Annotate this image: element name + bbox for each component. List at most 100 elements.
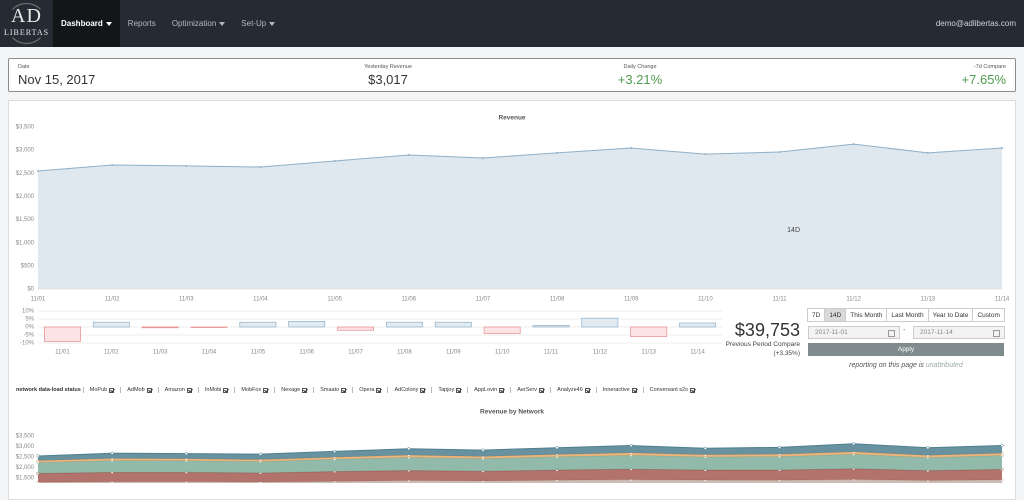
start-date[interactable]: 2017-11-01 [808,326,900,339]
kpi-bar: Date Nov 15, 2017 Yesterday Revenue $3,017 D… [8,58,1016,92]
period-button[interactable]: Year to Date [927,308,974,322]
y-tick-label: $1,500 [16,217,35,223]
x-tick-label: 11/05 [327,297,342,303]
nav-items: Dashboard Reports Optimization Set-Up [53,0,283,47]
end-date[interactable]: 2017-11-14 [913,326,1005,339]
note-text: reporting on this page is [849,362,924,369]
network-item[interactable]: Tapjoy [431,387,467,393]
bar [288,321,326,328]
network-checkbox[interactable] [584,387,590,393]
stack-point [1000,444,1004,448]
user-menu[interactable]: demo@adlibertas.com [935,19,1016,28]
point [1001,147,1003,150]
period-total: $39,753 [734,320,800,340]
nav-item[interactable]: Set-Up [233,0,283,47]
kpi: -7d Compare +7.65% [962,59,1006,91]
network-checkbox[interactable] [456,387,462,393]
network-checkbox[interactable] [499,387,505,393]
period-button[interactable]: 14D [824,308,847,322]
network-item[interactable]: InMobi [197,387,235,393]
area-line [37,143,1003,172]
network-item[interactable]: Conversant s2s [642,387,701,393]
bar [532,325,570,328]
network-checkbox[interactable] [223,387,229,393]
y-tick-label: -5% [23,333,34,339]
network-name: Amazon [164,387,185,393]
network-item[interactable]: AppLovin [467,387,510,393]
stack-area [38,454,1002,474]
network-checkbox[interactable] [263,387,269,393]
network-item[interactable]: MoPub [82,387,120,393]
x-tick-label: 11/14 [690,350,705,356]
period-button[interactable]: 7D [807,308,826,322]
stack-point [629,444,633,448]
x-tick-label: 11/13 [921,297,936,303]
period-button[interactable]: Custom [972,308,1005,322]
network-item[interactable]: MobFox [234,387,274,393]
stack-point [184,452,188,456]
x-tick-label: 11/09 [446,350,461,356]
x-tick-label: 11/01 [55,350,70,356]
point [481,157,484,160]
kpi-value: +7.65% [961,72,1006,87]
kpi: Yesterday Revenue $3,017 [338,59,438,91]
network-name: AdMob [127,387,145,393]
period-button[interactable]: Last Month [886,308,929,322]
network-name: InMobi [204,387,222,393]
network-checkbox[interactable] [302,387,308,393]
point [407,154,410,157]
network-checkbox[interactable] [539,387,545,393]
period-label: 14D [787,227,800,234]
kpi-label: Yesterday Revenue [364,64,412,70]
bar [386,321,423,328]
nav-item[interactable]: Dashboard [53,0,120,47]
x-tick-label: 11/04 [253,297,268,303]
network-item[interactable]: AdColony [387,387,431,393]
y-tick-label: -10% [20,341,35,347]
network-item[interactable]: AerServ [510,387,550,393]
network-checkbox[interactable] [631,387,637,393]
network-checkbox[interactable] [146,387,152,393]
point [185,164,188,167]
kpi-value: Nov 15, 2017 [18,72,96,87]
network-checkbox[interactable] [186,387,192,393]
kpi-label: Daily Change [623,64,657,70]
stack-point [333,449,337,453]
stack-point [481,448,485,452]
logo-bottom: LIBERTAS [3,28,50,37]
page: {"nav":{"logo":{"top":"AD","bottom":"LIB… [0,0,1024,488]
network-checkbox[interactable] [341,387,347,393]
logo[interactable]: AD LIBERTAS [0,0,53,47]
kpi-value: +3.21% [617,72,663,87]
network-item[interactable]: AdMob [120,387,157,393]
nav-item[interactable]: Reports [127,19,156,28]
bar [679,322,716,328]
stack-point [36,454,40,458]
apply-button[interactable]: Apply [808,343,1004,356]
network-item[interactable]: Nexage [274,387,313,393]
network-item[interactable]: Inneractive [595,387,643,393]
network-item[interactable]: Amazon [157,387,198,393]
bar [630,326,668,337]
network-item[interactable]: Smaato [313,387,352,393]
y-tick-label: $0 [27,287,34,293]
network-checkbox[interactable] [376,387,382,393]
x-tick-label: 11/06 [299,350,314,356]
kpi-value: $3,017 [368,72,408,87]
network-item[interactable]: Analyze46 [550,387,596,393]
point [630,147,633,150]
logo-ring [6,3,47,44]
period-button[interactable]: This Month [845,308,888,322]
y-tick-label: 5% [25,317,34,323]
network-item[interactable]: Opera [352,387,387,393]
nav-item[interactable]: Optimization [164,0,233,47]
x-tick-label: 11/04 [202,350,217,356]
network-checkbox[interactable] [689,387,695,393]
stack-point [777,445,782,449]
note-link[interactable]: unattributed [925,362,963,369]
y-tick-label: $3,000 [16,148,35,154]
network-checkbox[interactable] [420,387,426,393]
bar [239,321,277,328]
y-tick-label: $3,500 [16,434,35,440]
network-checkbox[interactable] [109,387,115,393]
